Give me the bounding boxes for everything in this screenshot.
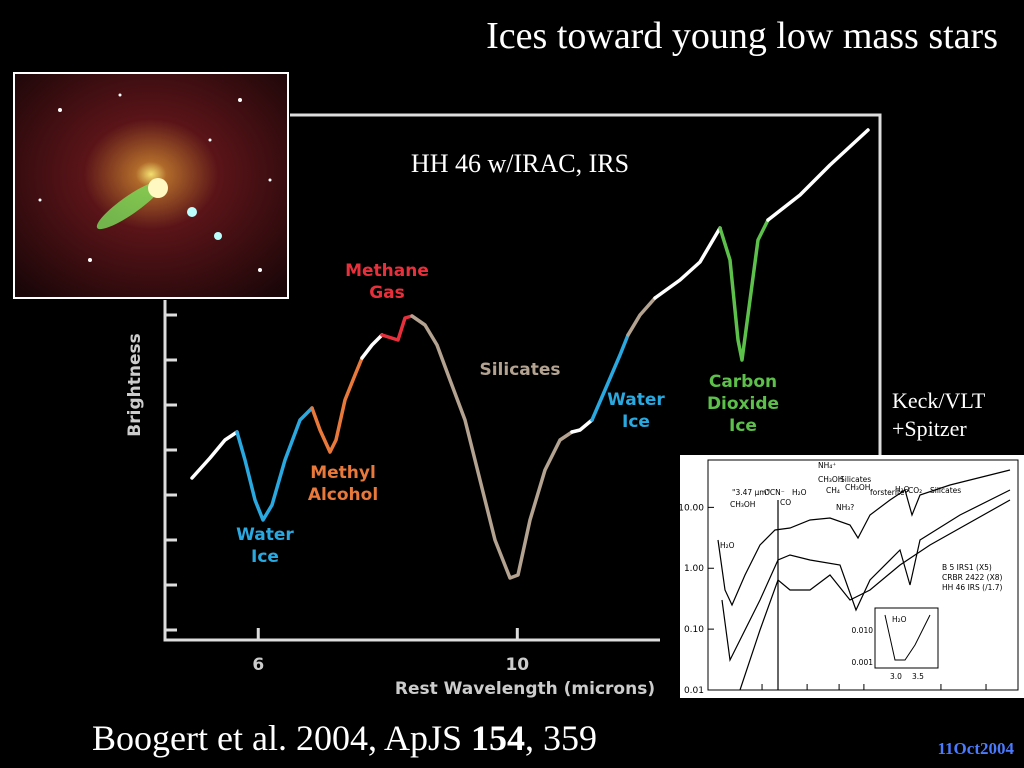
- inset-x-tick-label: 8: [836, 699, 842, 709]
- feature-label: Methyl: [310, 463, 376, 483]
- inset-annotation: CH₃OH: [845, 483, 870, 492]
- photo: [13, 72, 289, 299]
- inset-annotation: H₂O: [720, 541, 735, 550]
- feature-label: Ice: [622, 412, 650, 432]
- feature-label: Dioxide: [707, 394, 779, 414]
- zoom-y-tick-label: 0.010: [852, 626, 874, 635]
- feature-label: Ice: [251, 547, 279, 567]
- feature-label: Silicates: [479, 360, 560, 380]
- inset-annotation: Silicates: [930, 486, 961, 495]
- chart-label: HH 46 w/IRAC, IRS: [411, 149, 629, 178]
- inset-frame: [707, 459, 1019, 691]
- zoom-label: H₂O: [892, 615, 907, 624]
- x-tick-label: 6: [252, 655, 264, 675]
- slide-title: Ices toward young low mass stars: [486, 15, 998, 57]
- inset-x-tick-label: 30: [980, 699, 992, 709]
- date: 11Oct2004: [938, 739, 1015, 758]
- inset-y-label: Flux (Jy): [660, 557, 670, 594]
- main-chart: HH 46 w/IRAC, IRS Rest Wavelength (micro…: [125, 113, 882, 699]
- inset-y-tick-label: 0.10: [684, 625, 704, 635]
- x-tick-label: 10: [505, 655, 529, 675]
- feature-label: Water: [607, 390, 665, 410]
- inset-annotation: CH₄: [826, 486, 840, 495]
- feature-label: Ice: [729, 416, 757, 436]
- inset-legend: CRBR 2422 (X8): [942, 573, 1002, 582]
- citation: Boogert et al. 2004, ApJS 154, 359: [92, 718, 597, 758]
- zoom-x-tick-label: 3.0: [890, 672, 902, 681]
- inset-annotation: OCN⁻: [764, 488, 785, 497]
- inset-label: Keck/VLT: [892, 388, 986, 413]
- inset-x-tick-label: 10: [858, 699, 870, 709]
- inset-x-tick-label: 6: [804, 699, 810, 709]
- inset-annotation: CH₃OH: [730, 500, 755, 509]
- inset-legend: HH 46 IRS (/1.7): [942, 583, 1003, 592]
- feature-label: Alcohol: [308, 485, 378, 505]
- inset-annotation: CO₂: [908, 486, 922, 495]
- citation-pages: , 359: [525, 718, 597, 758]
- zoom-x-tick-label: 3.5: [912, 672, 924, 681]
- inset-y-tick-label: 0.01: [684, 686, 704, 696]
- inset-annotation: CO: [780, 498, 791, 507]
- inset-annotation: "3.47 μm": [732, 488, 770, 497]
- citation-volume: 154: [471, 718, 525, 758]
- x-axis-label: Rest Wavelength (microns): [395, 679, 655, 699]
- zoom-y-tick-label: 0.001: [852, 658, 874, 667]
- inset-annotation: NH₄⁺: [818, 461, 836, 470]
- inset-x-tick-label: 4: [759, 699, 765, 709]
- inset-x-tick-label: 20: [935, 699, 947, 709]
- inset-x-label: λ (μm): [845, 710, 875, 720]
- zoom-curve: [884, 614, 931, 661]
- y-axis-label: Brightness: [125, 333, 145, 436]
- inset-annotation: H₂O: [895, 485, 910, 494]
- inset-annotation: H₂O: [792, 488, 807, 497]
- inset-annotation: forsterite?: [870, 488, 908, 497]
- feature-label: Methane: [345, 261, 429, 281]
- inset-chart: 4 6 8 10 20 30 0.01 0.10 1.00 10.00 λ (μm) Flux (Jy…: [660, 388, 1003, 720]
- inset-legend: B 5 IRS1 (X5): [942, 563, 992, 572]
- inset-annotation: NH₃?: [836, 503, 854, 512]
- inset-label: +Spitzer: [892, 416, 967, 441]
- inset-spectra: [717, 469, 1011, 691]
- feature-label: Water: [236, 525, 294, 545]
- inset-panel: [680, 455, 1024, 698]
- feature-label: Gas: [369, 283, 405, 303]
- feature-label: Carbon: [709, 372, 777, 392]
- citation-text: Boogert et al. 2004, ApJS: [92, 718, 471, 758]
- inset-annotation: CH₃OH: [818, 475, 843, 484]
- spectrum: [190, 128, 870, 580]
- inset-y-tick-label: 10.00: [678, 503, 704, 513]
- inset-annotation: Silicates: [840, 475, 871, 484]
- inset-y-tick-label: 1.00: [684, 564, 704, 574]
